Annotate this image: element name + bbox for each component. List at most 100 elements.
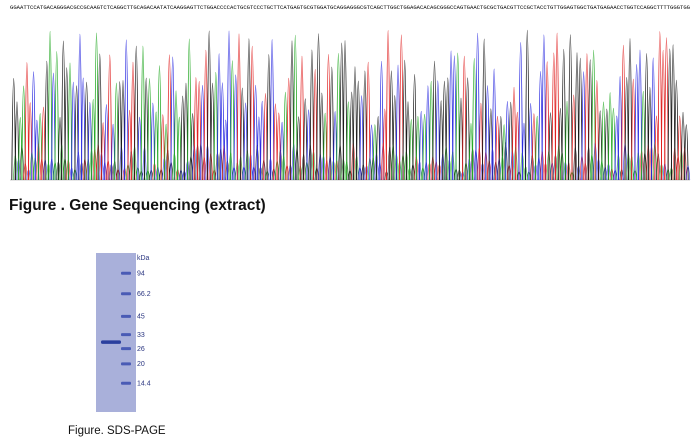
- trace-peak-G: [405, 101, 411, 181]
- trace-peak-T: [631, 78, 636, 181]
- trace-peak-C: [395, 64, 401, 181]
- trace-peak-C: [505, 101, 510, 181]
- trace-peak-T: [107, 54, 113, 181]
- trace-peak-C: [435, 80, 441, 181]
- marker-label: 26: [137, 346, 145, 353]
- marker-band: [121, 271, 131, 275]
- trace-peak-G: [117, 81, 122, 181]
- trace-peak-T: [312, 68, 318, 181]
- trace-peak-C: [170, 56, 175, 181]
- trace-peak-A: [293, 34, 298, 181]
- trace-peak-T: [299, 56, 305, 181]
- trace-peak-G: [183, 83, 189, 181]
- trace-peak-T: [326, 54, 331, 181]
- gel-background: [96, 253, 136, 412]
- marker-band: [121, 381, 131, 385]
- marker-band: [121, 292, 131, 296]
- trace-peak-G: [356, 80, 361, 181]
- trace-peak-G: [402, 59, 407, 181]
- trace-peak-T: [263, 93, 268, 181]
- trace-peak-G: [667, 48, 673, 181]
- trace-peak-A: [54, 51, 60, 181]
- trace-peak-T: [130, 61, 136, 181]
- trace-peak-T: [203, 50, 209, 181]
- trace-peak-A: [601, 101, 606, 181]
- trace-peak-G: [627, 38, 633, 181]
- trace-peak-G: [525, 30, 530, 181]
- trace-peak-G: [684, 124, 689, 181]
- trace-peak-C: [256, 116, 262, 181]
- trace-peak-T: [160, 114, 166, 181]
- trace-peak-G: [180, 96, 185, 181]
- trace-peak-T: [196, 81, 202, 181]
- trace-peak-T: [365, 61, 371, 181]
- trace-peak-T: [551, 52, 557, 181]
- trace-peak-C: [634, 64, 639, 181]
- trace-peak-C: [475, 32, 480, 181]
- trace-peak-G: [389, 70, 394, 181]
- trace-peak-C: [77, 33, 83, 181]
- trace-peak-G: [568, 34, 573, 181]
- trace-peak-G: [246, 38, 252, 181]
- marker-label: 33: [137, 332, 145, 339]
- trace-peak-C: [150, 102, 156, 181]
- trace-peak-G: [11, 78, 16, 181]
- trace-peak-A: [607, 92, 613, 181]
- trace-peak-G: [587, 59, 593, 181]
- trace-peak-C: [253, 84, 258, 181]
- trace-peak-T: [657, 31, 663, 181]
- sample-band: [101, 340, 121, 344]
- marker-label: 45: [137, 314, 145, 321]
- trace-peak-A: [37, 113, 43, 181]
- trace-peak-A: [21, 85, 26, 181]
- sequencing-chromatogram: GGAATTCCATGACAGGGACGCCGCAAGTCTCAGGCTTGCA…: [10, 4, 691, 181]
- trace-peak-T: [167, 54, 172, 181]
- trace-peak-A: [428, 81, 434, 181]
- trace-peak-C: [226, 30, 232, 181]
- trace-peak-G: [120, 80, 126, 181]
- trace-peak-G: [508, 102, 513, 181]
- trace-peak-A: [213, 72, 219, 181]
- sequencing-caption: Figure . Gene Sequencing (extract): [9, 197, 266, 214]
- trace-peak-T: [554, 32, 560, 181]
- trace-peak-G: [644, 53, 649, 181]
- trace-peak-C: [637, 50, 643, 181]
- trace-peak-C: [269, 39, 275, 181]
- trace-peak-G: [604, 108, 610, 181]
- trace-peak-A: [173, 90, 179, 181]
- marker-band: [121, 347, 131, 351]
- trace-peak-G: [465, 77, 470, 181]
- kda-unit-label: kDa: [137, 255, 150, 262]
- trace-peak-G: [574, 52, 580, 181]
- trace-peak-G: [240, 87, 245, 181]
- trace-peak-C: [485, 85, 490, 181]
- trace-peak-C: [71, 82, 76, 181]
- marker-label: 66.2: [137, 291, 151, 298]
- sds-page-gel-image: kDa 94 66.2 45 33 26 20 14.4: [96, 253, 151, 412]
- trace-minor-peak-T: [222, 145, 227, 181]
- trace-peak-G: [342, 40, 348, 181]
- trace-peak-T: [664, 37, 669, 181]
- base-call-sequence: GGAATTCCATGACAGGGACGCCGCAAGTCTCAGGCTTGCA…: [10, 4, 690, 11]
- marker-label: 94: [137, 271, 145, 278]
- trace-peak-C: [528, 103, 533, 181]
- trace-peak-C: [233, 74, 238, 181]
- trace-peak-T: [399, 34, 404, 181]
- trace-peak-T: [660, 50, 666, 181]
- trace-peak-T: [193, 77, 199, 181]
- trace-peak-A: [336, 53, 341, 181]
- trace-peak-A: [114, 82, 119, 181]
- trace-peak-G: [412, 74, 417, 181]
- trace-peak-G: [316, 33, 321, 181]
- trace-peak-T: [249, 46, 255, 181]
- trace-minor-peak-G: [255, 144, 260, 181]
- trace-peak-C: [418, 110, 424, 181]
- trace-peak-G: [302, 98, 308, 181]
- trace-peak-G: [597, 110, 603, 181]
- marker-ladder: 94 66.2 45 33 26 20 14.4: [121, 271, 151, 388]
- trace-peak-C: [124, 39, 129, 181]
- trace-peak-A: [67, 62, 73, 181]
- trace-peak-T: [276, 112, 282, 181]
- trace-peak-T: [544, 61, 550, 181]
- trace-peak-A: [611, 107, 616, 181]
